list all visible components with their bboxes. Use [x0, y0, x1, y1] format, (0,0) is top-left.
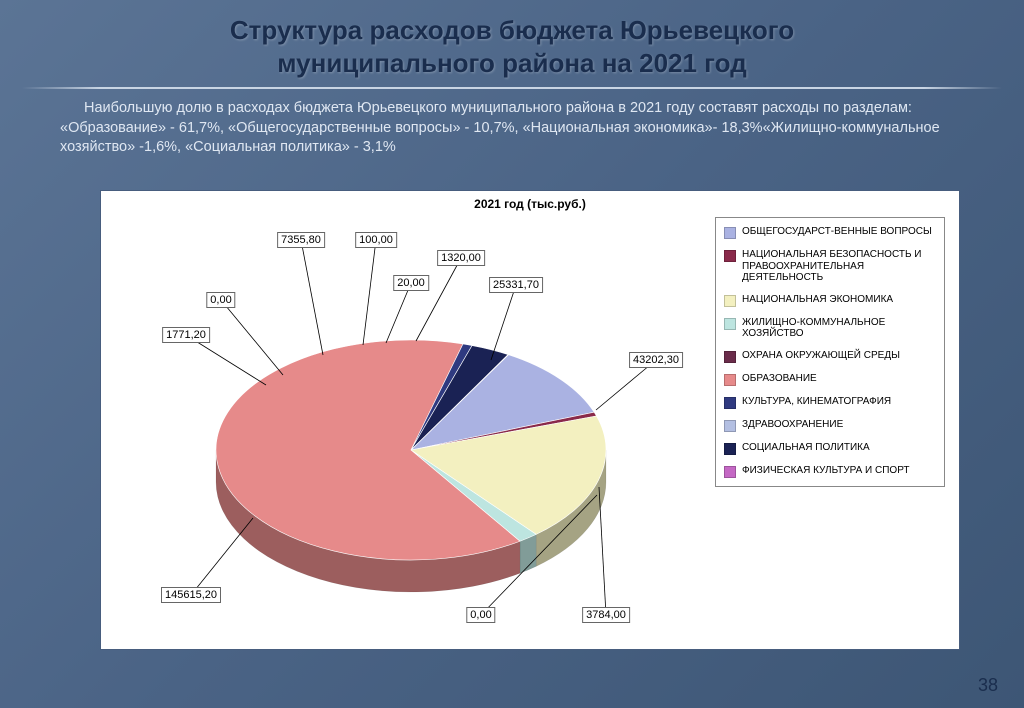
title-line-2: муниципального района на 2021 год — [277, 48, 746, 78]
value-label: 43202,30 — [629, 352, 683, 368]
description-paragraph: Наибольшую долю в расходах бюджета Юрьев… — [0, 95, 1024, 164]
legend-item: ОБЩЕГОСУДАРСТ-ВЕННЫЕ ВОПРОСЫ — [724, 226, 936, 239]
legend-item: ОБРАЗОВАНИЕ — [724, 373, 936, 386]
page-title: Структура расходов бюджета Юрьевецкого м… — [0, 0, 1024, 85]
legend-item: ЖИЛИЩНО-КОММУНАЛЬНОЕ ХОЗЯЙСТВО — [724, 317, 936, 340]
legend-swatch — [724, 397, 736, 409]
title-underline — [22, 87, 1002, 89]
legend-label: КУЛЬТУРА, КИНЕМАТОГРАФИЯ — [742, 396, 891, 408]
legend-swatch — [724, 227, 736, 239]
legend-item: ФИЗИЧЕСКАЯ КУЛЬТУРА И СПОРТ — [724, 465, 936, 478]
legend-swatch — [724, 351, 736, 363]
slide: Структура расходов бюджета Юрьевецкого м… — [0, 0, 1024, 708]
legend-label: ОБЩЕГОСУДАРСТ-ВЕННЫЕ ВОПРОСЫ — [742, 226, 932, 238]
chart-title: 2021 год (тыс.руб.) — [101, 197, 959, 211]
legend-swatch — [724, 466, 736, 478]
description-text: Наибольшую долю в расходах бюджета Юрьев… — [60, 100, 940, 155]
legend-label: НАЦИОНАЛЬНАЯ БЕЗОПАСНОСТЬ И ПРАВООХРАНИТ… — [742, 249, 936, 284]
legend-swatch — [724, 374, 736, 386]
chart-container: 2021 год (тыс.руб.) 25331,701320,00 43202… — [100, 190, 960, 650]
value-label: 25331,70 — [489, 277, 543, 293]
legend-swatch — [724, 250, 736, 262]
chart-legend: ОБЩЕГОСУДАРСТ-ВЕННЫЕ ВОПРОСЫ НАЦИОНАЛЬНАЯ… — [715, 217, 945, 487]
value-label: 7355,80 — [277, 232, 325, 248]
legend-item: ОХРАНА ОКРУЖАЮЩЕЙ СРЕДЫ — [724, 350, 936, 363]
value-label: 1320,00 — [437, 250, 485, 266]
value-label: 1771,20 — [162, 327, 210, 343]
legend-item: СОЦИАЛЬНАЯ ПОЛИТИКА — [724, 442, 936, 455]
legend-swatch — [724, 318, 736, 330]
legend-swatch — [724, 443, 736, 455]
legend-swatch — [724, 295, 736, 307]
legend-swatch — [724, 420, 736, 432]
legend-label: ФИЗИЧЕСКАЯ КУЛЬТУРА И СПОРТ — [742, 465, 910, 477]
value-label: 0,00 — [206, 292, 235, 308]
page-number: 38 — [978, 675, 998, 696]
value-label: 3784,00 — [582, 607, 630, 623]
pie-chart: 25331,701320,00 43202,30 3784,00 0,00 145615… — [111, 215, 706, 635]
legend-label: ОБРАЗОВАНИЕ — [742, 373, 817, 385]
title-line-1: Структура расходов бюджета Юрьевецкого — [230, 15, 794, 45]
legend-label: НАЦИОНАЛЬНАЯ ЭКОНОМИКА — [742, 294, 893, 306]
legend-item: КУЛЬТУРА, КИНЕМАТОГРАФИЯ — [724, 396, 936, 409]
legend-label: ОХРАНА ОКРУЖАЮЩЕЙ СРЕДЫ — [742, 350, 900, 362]
legend-item: ЗДРАВООХРАНЕНИЕ — [724, 419, 936, 432]
legend-item: НАЦИОНАЛЬНАЯ БЕЗОПАСНОСТЬ И ПРАВООХРАНИТ… — [724, 249, 936, 284]
legend-label: ЖИЛИЩНО-КОММУНАЛЬНОЕ ХОЗЯЙСТВО — [742, 317, 936, 340]
legend-label: СОЦИАЛЬНАЯ ПОЛИТИКА — [742, 442, 870, 454]
value-label: 145615,20 — [161, 587, 221, 603]
value-label: 0,00 — [466, 607, 495, 623]
legend-item: НАЦИОНАЛЬНАЯ ЭКОНОМИКА — [724, 294, 936, 307]
value-label: 20,00 — [393, 275, 429, 291]
legend-label: ЗДРАВООХРАНЕНИЕ — [742, 419, 843, 431]
value-label: 100,00 — [355, 232, 397, 248]
